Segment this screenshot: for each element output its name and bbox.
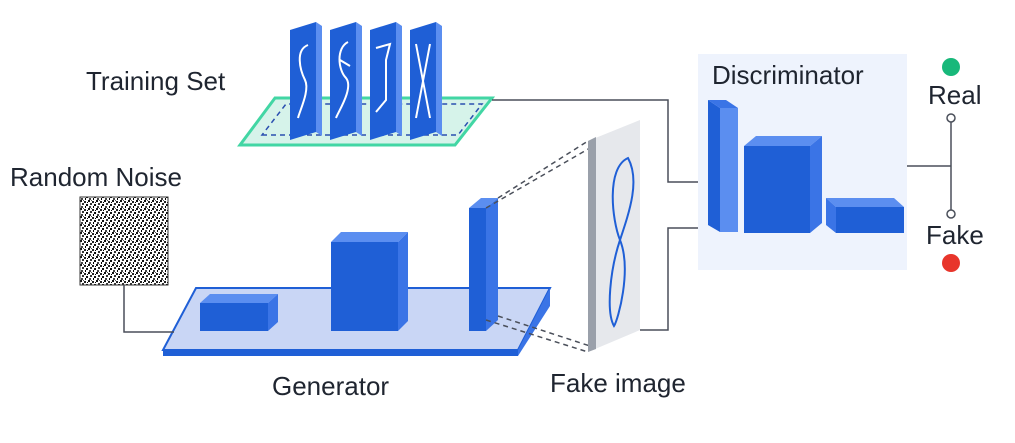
generator-platform-edge	[163, 350, 518, 356]
fake-digit-stroke	[608, 156, 635, 328]
fake-image-card	[588, 120, 640, 352]
training-set-inner-border	[260, 103, 484, 136]
noise-texture-icon	[79, 196, 169, 286]
real-label: Real	[928, 80, 981, 110]
generator-block-2	[331, 232, 408, 331]
training-set-platform	[237, 96, 496, 147]
training-card-2	[330, 22, 362, 140]
discriminator-block-1	[708, 100, 738, 232]
discriminator-label: Discriminator	[712, 60, 864, 90]
random-noise-group: Random Noise	[10, 162, 182, 286]
training-set-group: Training Set	[86, 22, 496, 147]
training-card-1	[290, 22, 322, 140]
green-dot-icon	[942, 58, 960, 76]
random-noise-label: Random Noise	[10, 162, 182, 192]
red-dot-icon	[942, 254, 960, 272]
training-card-4	[410, 22, 442, 140]
training-set-label: Training Set	[86, 66, 226, 96]
real-node-icon	[946, 113, 956, 123]
output-group: Real Fake	[926, 58, 984, 272]
fake-label: Fake	[926, 220, 984, 250]
discriminator-block-2	[744, 136, 822, 233]
generator-block-1	[200, 294, 278, 331]
generator-block-3	[469, 198, 498, 331]
fake-node-icon	[946, 209, 956, 219]
generator-label: Generator	[272, 371, 389, 401]
generator-group: Generator	[161, 198, 552, 401]
training-card-3	[370, 22, 402, 140]
discriminator-block-3	[826, 198, 904, 233]
fake-image-group: Fake image	[485, 120, 686, 398]
discriminator-group: Discriminator	[698, 54, 907, 270]
connectors	[123, 99, 952, 333]
fake-image-label: Fake image	[550, 368, 686, 398]
